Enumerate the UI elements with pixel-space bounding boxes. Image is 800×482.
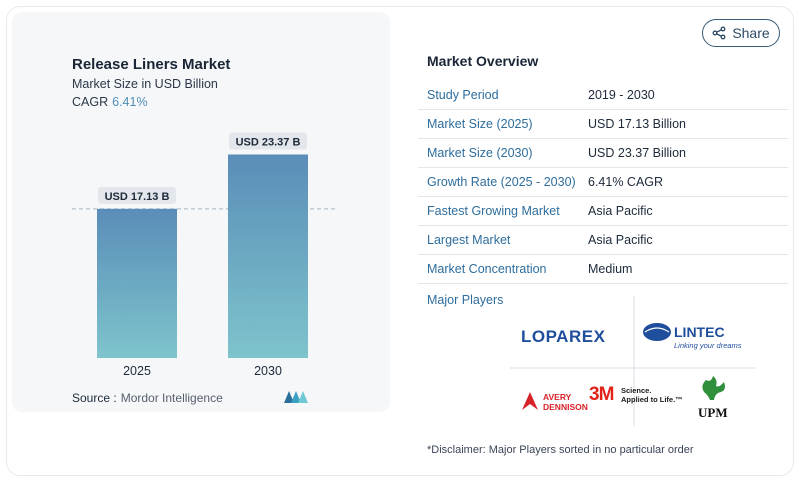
overview-value: 2019 - 2030 — [588, 88, 655, 102]
lintec-logo: LINTEC Linking your dreams — [643, 323, 742, 350]
overview-row: Fastest Growing Market Asia Pacific — [418, 197, 788, 226]
bar-2030 — [228, 154, 308, 358]
loparex-logo: LOPAREX — [521, 327, 606, 346]
chart-title: Release Liners Market — [72, 56, 231, 73]
overview-key: Largest Market — [427, 233, 511, 247]
overview-value: Asia Pacific — [588, 204, 653, 218]
share-label: Share — [732, 25, 770, 41]
lintec-logo-text: LINTEC — [674, 324, 725, 340]
cagr-line: CAGR 6.41% — [72, 95, 148, 109]
overview-key: Market Size (2030) — [427, 146, 533, 160]
3m-tagline-1: Science. — [621, 386, 651, 395]
category-label: 2025 — [123, 364, 151, 378]
avery-line1: AVERY — [543, 392, 572, 402]
overview-row: Largest Market Asia Pacific — [418, 226, 788, 255]
overview-row: Study Period 2019 - 2030 — [418, 81, 788, 110]
overview-value: USD 23.37 Billion — [588, 146, 686, 160]
source-label: Source : — [72, 391, 117, 405]
upm-logo: UPM — [698, 376, 728, 420]
overview-row: Market Size (2025) USD 17.13 Billion — [418, 110, 788, 139]
cagr-label: CAGR — [72, 95, 109, 109]
overview-row: Growth Rate (2025 - 2030) 6.41% CAGR — [418, 168, 788, 197]
avery-arrow-icon — [522, 392, 538, 410]
overview-value: Asia Pacific — [588, 233, 653, 247]
category-label: 2030 — [254, 364, 282, 378]
3m-logo-text: 3M — [589, 384, 614, 405]
chart-card — [12, 12, 390, 412]
overview-row: Market Concentration Medium — [418, 255, 788, 284]
upm-griffin-icon — [702, 376, 725, 400]
source-value: Mordor Intelligence — [120, 391, 223, 405]
overview-value: USD 17.13 Billion — [588, 117, 686, 131]
bar-chart: USD 17.13 B 2025 USD 23.37 B 2030 — [72, 132, 338, 378]
overview-key: Growth Rate (2025 - 2030) — [427, 175, 576, 189]
avery-dennison-logo: AVERY DENNISON — [522, 392, 588, 412]
mordor-logo-icon — [284, 391, 308, 403]
data-label: USD 23.37 B — [236, 137, 301, 149]
cagr-value: 6.41% — [112, 95, 148, 109]
share-button[interactable]: Share — [702, 19, 780, 47]
overview-key: Study Period — [427, 88, 499, 102]
source-line: Source : Mordor Intelligence — [72, 391, 223, 405]
overview-key: Market Concentration — [427, 262, 547, 276]
avery-line2: DENNISON — [543, 402, 588, 412]
data-label: USD 17.13 B — [105, 191, 170, 203]
major-players-label: Major Players — [427, 293, 504, 307]
loparex-logo-text: LOPAREX — [521, 327, 606, 346]
3m-logo: 3M Science. Applied to Life.™ — [589, 384, 683, 405]
major-players-logos: LOPAREX LINTEC Linking your dreams AVERY… — [510, 296, 755, 426]
overview-key: Market Size (2025) — [427, 117, 533, 131]
overview-table: Study Period 2019 - 2030 Market Size (2025… — [418, 81, 788, 284]
3m-tagline-2: Applied to Life.™ — [621, 395, 683, 404]
disclaimer: *Disclaimer: Major Players sorted in no … — [427, 444, 694, 456]
upm-logo-text: UPM — [698, 405, 728, 420]
data-label-bg — [98, 186, 176, 204]
lintec-globe-icon — [643, 323, 671, 341]
overview-value: Medium — [588, 262, 633, 276]
overview-title: Market Overview — [427, 53, 539, 69]
overview-value: 6.41% CAGR — [588, 175, 664, 189]
data-label-bg — [229, 132, 307, 150]
overview-key: Fastest Growing Market — [427, 204, 560, 218]
share-icon — [712, 26, 726, 40]
bar-2025 — [97, 208, 177, 358]
overview-row: Market Size (2030) USD 23.37 Billion — [418, 139, 788, 168]
lintec-tagline: Linking your dreams — [674, 341, 742, 350]
chart-subtitle: Market Size in USD Billion — [72, 77, 218, 91]
